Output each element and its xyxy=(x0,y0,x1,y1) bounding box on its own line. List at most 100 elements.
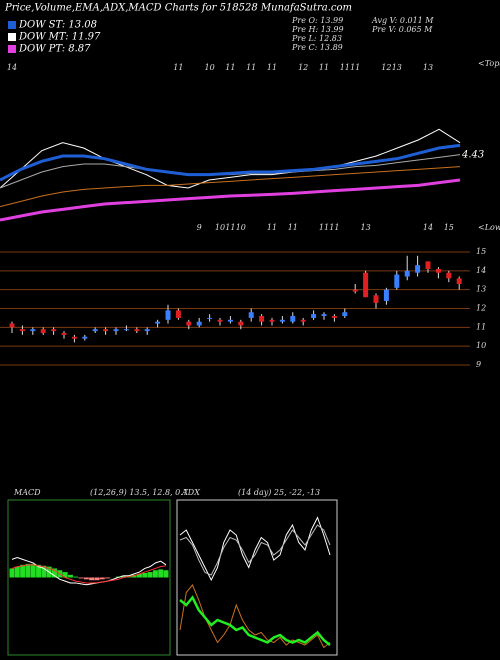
info-text: Pre L: 12.83 xyxy=(291,34,342,43)
macd-bar xyxy=(99,577,105,580)
adx-line xyxy=(179,524,331,576)
ema-line xyxy=(0,178,461,222)
macd-bar xyxy=(94,577,100,581)
candle-body xyxy=(435,268,441,273)
date-label: 11 xyxy=(225,63,235,72)
date-label: 11 xyxy=(319,223,329,232)
macd-bar xyxy=(78,577,84,579)
y-tick-label: 10 xyxy=(476,341,486,350)
candle-body xyxy=(9,323,15,328)
date-label: 11 xyxy=(288,223,298,232)
candle-body xyxy=(300,319,306,322)
date-label: 15 xyxy=(444,223,454,232)
date-label: 11 xyxy=(267,223,277,232)
info-text: Pre O: 13.99 xyxy=(291,16,343,25)
date-label: 11 xyxy=(340,63,350,72)
candle-body xyxy=(238,321,244,326)
y-tick-label: 14 xyxy=(476,266,486,275)
candle-body xyxy=(279,319,285,322)
date-label: 9 xyxy=(197,223,202,232)
macd-bar xyxy=(73,576,79,578)
candle-body xyxy=(269,319,275,322)
date-label: 10 xyxy=(205,63,215,72)
info-text: Pre V: 0.065 M xyxy=(371,25,433,34)
macd-bar xyxy=(163,570,169,578)
legend-label: DOW ST: 13.08 xyxy=(18,20,97,31)
candle-body xyxy=(342,312,348,317)
date-label: 13 xyxy=(423,63,433,72)
candle-body xyxy=(425,261,431,269)
info-text: Pre C: 13.89 xyxy=(291,43,343,52)
candle-body xyxy=(331,316,337,318)
adx-line xyxy=(179,516,331,582)
y-tick-label: 9 xyxy=(476,360,481,369)
candle-body xyxy=(144,329,150,332)
macd-bar xyxy=(41,565,47,578)
date-label: 11 xyxy=(173,63,183,72)
macd-bar xyxy=(83,577,89,580)
candle-body xyxy=(19,329,25,332)
legend-swatch xyxy=(8,45,16,53)
legend-swatch xyxy=(8,21,16,29)
top-note: <Topa xyxy=(478,59,500,68)
candle-body xyxy=(217,319,223,322)
date-label: 13 xyxy=(361,223,371,232)
macd-params: (12,26,9) 13.5, 12.8, 0.7 xyxy=(90,488,189,497)
ema-line xyxy=(0,128,461,189)
date-label: 10 xyxy=(215,223,225,232)
date-label: 13 xyxy=(392,63,402,72)
candle-body xyxy=(103,329,109,332)
legend-swatch xyxy=(8,33,16,41)
candle-body xyxy=(311,314,317,318)
candle-body xyxy=(227,319,233,322)
candle-body xyxy=(123,329,129,331)
macd-bar xyxy=(62,572,68,578)
candle-body xyxy=(404,270,410,277)
y-tick-label: 12 xyxy=(476,304,486,313)
date-label: 14 xyxy=(7,63,17,72)
date-label: 11 xyxy=(350,63,360,72)
candle-body xyxy=(196,321,202,326)
macd-bar xyxy=(152,570,158,578)
candle-body xyxy=(186,321,192,326)
candle-body xyxy=(175,310,181,318)
candle-body xyxy=(415,265,421,273)
candle-body xyxy=(71,336,77,339)
candle-body xyxy=(30,329,36,332)
candle-body xyxy=(40,329,46,333)
adx-title: ADX xyxy=(181,488,200,497)
candle-body xyxy=(113,329,119,332)
macd-bar xyxy=(67,574,73,578)
macd-bar xyxy=(36,564,42,578)
macd-bar xyxy=(30,563,36,578)
y-tick-label: 15 xyxy=(476,247,486,256)
candle-body xyxy=(363,272,369,298)
date-label: 11 xyxy=(329,223,339,232)
date-label: 11 xyxy=(319,63,329,72)
candle-body xyxy=(383,289,389,301)
candle-body xyxy=(446,272,452,279)
date-label: 11 xyxy=(246,63,256,72)
adx-params: (14 day) 25, -22, -13 xyxy=(238,488,320,497)
candle-body xyxy=(82,336,88,339)
adx-line xyxy=(179,595,331,646)
candle-body xyxy=(165,310,171,320)
chart-title: Price,Volume,EMA,ADX,MACD Charts for 518… xyxy=(4,3,352,14)
candle-body xyxy=(248,312,254,318)
candle-body xyxy=(352,289,358,292)
last-label: 4.43 xyxy=(461,150,484,161)
candle-body xyxy=(456,278,462,285)
legend-label: DOW PT: 8.87 xyxy=(18,44,91,55)
candle-body xyxy=(155,321,161,324)
macd-bar xyxy=(89,577,95,581)
candle-body xyxy=(92,329,98,332)
macd-bar xyxy=(9,568,15,578)
candle-body xyxy=(207,317,213,319)
adx-panel xyxy=(176,499,338,656)
macd-bar xyxy=(105,577,111,579)
date-label: 10 xyxy=(236,223,246,232)
candle-body xyxy=(321,314,327,317)
candle-body xyxy=(373,295,379,303)
y-tick-label: 13 xyxy=(476,285,486,294)
